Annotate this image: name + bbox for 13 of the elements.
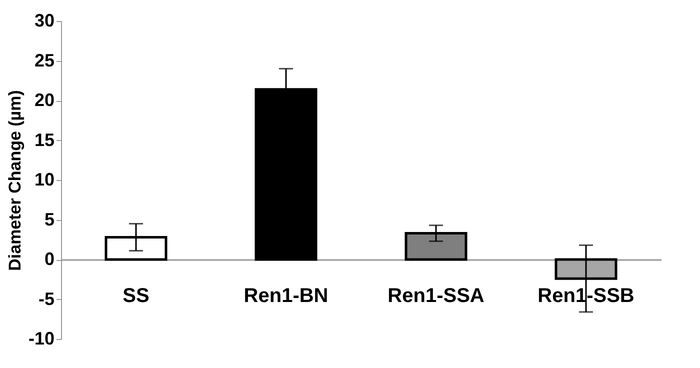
- y-tick-label: 30: [34, 10, 54, 30]
- x-tick-label: SS: [122, 285, 150, 307]
- y-tick-label: -5: [38, 288, 54, 309]
- y-tick-label: 15: [34, 130, 54, 150]
- y-tick-label: 0: [44, 249, 54, 269]
- y-axis-title: Diameter Change (µm): [5, 90, 24, 271]
- y-tick-label: 20: [34, 90, 54, 110]
- x-tick-label: Ren1-BN: [244, 285, 328, 307]
- x-tick-label: Ren1-SSA: [388, 285, 484, 307]
- y-tick-label: 5: [44, 209, 54, 230]
- y-tick-label: 10: [34, 170, 54, 190]
- y-tick-label: 25: [34, 50, 54, 70]
- y-tick-label: -10: [28, 328, 54, 348]
